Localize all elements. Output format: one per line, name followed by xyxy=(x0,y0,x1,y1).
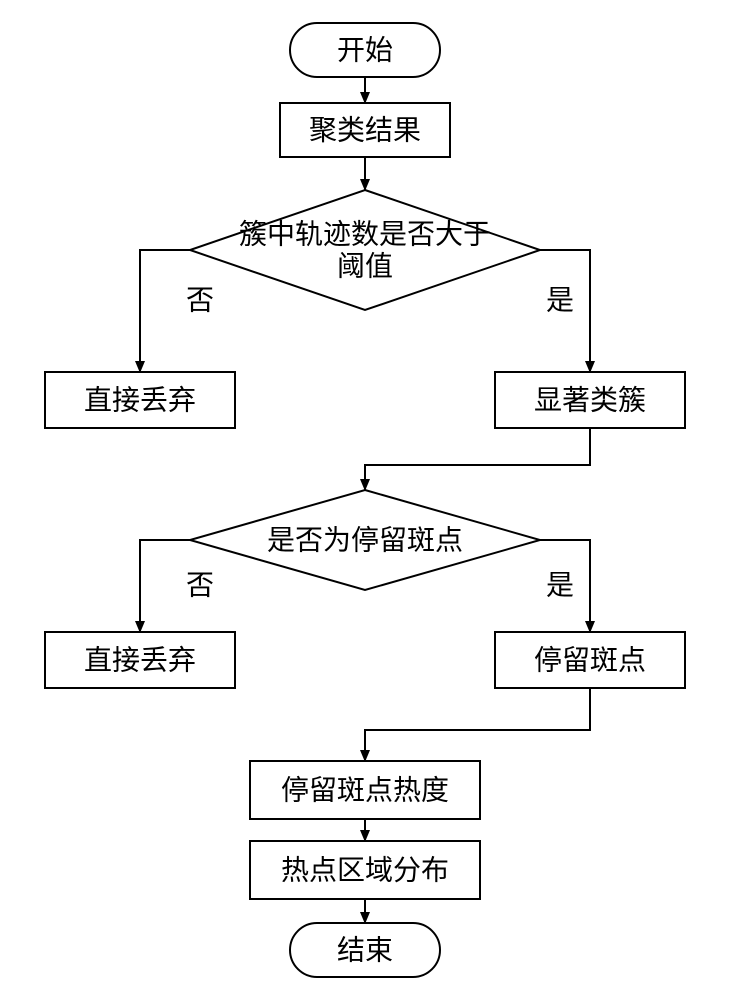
node-start: 开始 xyxy=(290,23,440,77)
dec1-label-line-0: 簇中轨迹数是否大于 xyxy=(239,219,491,250)
edge-dec2-discard2 xyxy=(140,540,190,632)
node-stay: 停留斑点 xyxy=(495,632,685,688)
edge-stay-heat xyxy=(365,688,590,761)
edge-label-dec2-stay: 是 xyxy=(546,570,574,601)
node-discard1: 直接丢弃 xyxy=(45,372,235,428)
discard1-label: 直接丢弃 xyxy=(84,385,196,416)
edge-label-dec1-salient: 是 xyxy=(546,285,574,316)
edge-dec1-discard1 xyxy=(140,250,190,372)
node-heat: 停留斑点热度 xyxy=(250,761,480,819)
salient-label: 显著类簇 xyxy=(534,385,646,416)
end-label: 结束 xyxy=(337,935,393,966)
dist-label: 热点区域分布 xyxy=(281,855,449,886)
cluster-label: 聚类结果 xyxy=(309,115,421,146)
node-dec2: 是否为停留斑点 xyxy=(190,490,540,590)
node-discard2: 直接丢弃 xyxy=(45,632,235,688)
edge-label-dec2-discard2: 否 xyxy=(186,570,214,601)
node-end: 结束 xyxy=(290,923,440,977)
edge-label-dec1-discard1: 否 xyxy=(186,285,214,316)
start-label: 开始 xyxy=(337,35,393,66)
node-dec1: 簇中轨迹数是否大于阈值 xyxy=(190,190,540,310)
dec1-label-line-1: 阈值 xyxy=(337,251,393,282)
discard2-label: 直接丢弃 xyxy=(84,645,196,676)
node-salient: 显著类簇 xyxy=(495,372,685,428)
heat-label: 停留斑点热度 xyxy=(281,775,449,806)
stay-label: 停留斑点 xyxy=(534,645,646,676)
node-cluster: 聚类结果 xyxy=(280,103,450,157)
node-dist: 热点区域分布 xyxy=(250,841,480,899)
dec2-label: 是否为停留斑点 xyxy=(267,525,463,556)
edge-salient-dec2 xyxy=(365,428,590,490)
